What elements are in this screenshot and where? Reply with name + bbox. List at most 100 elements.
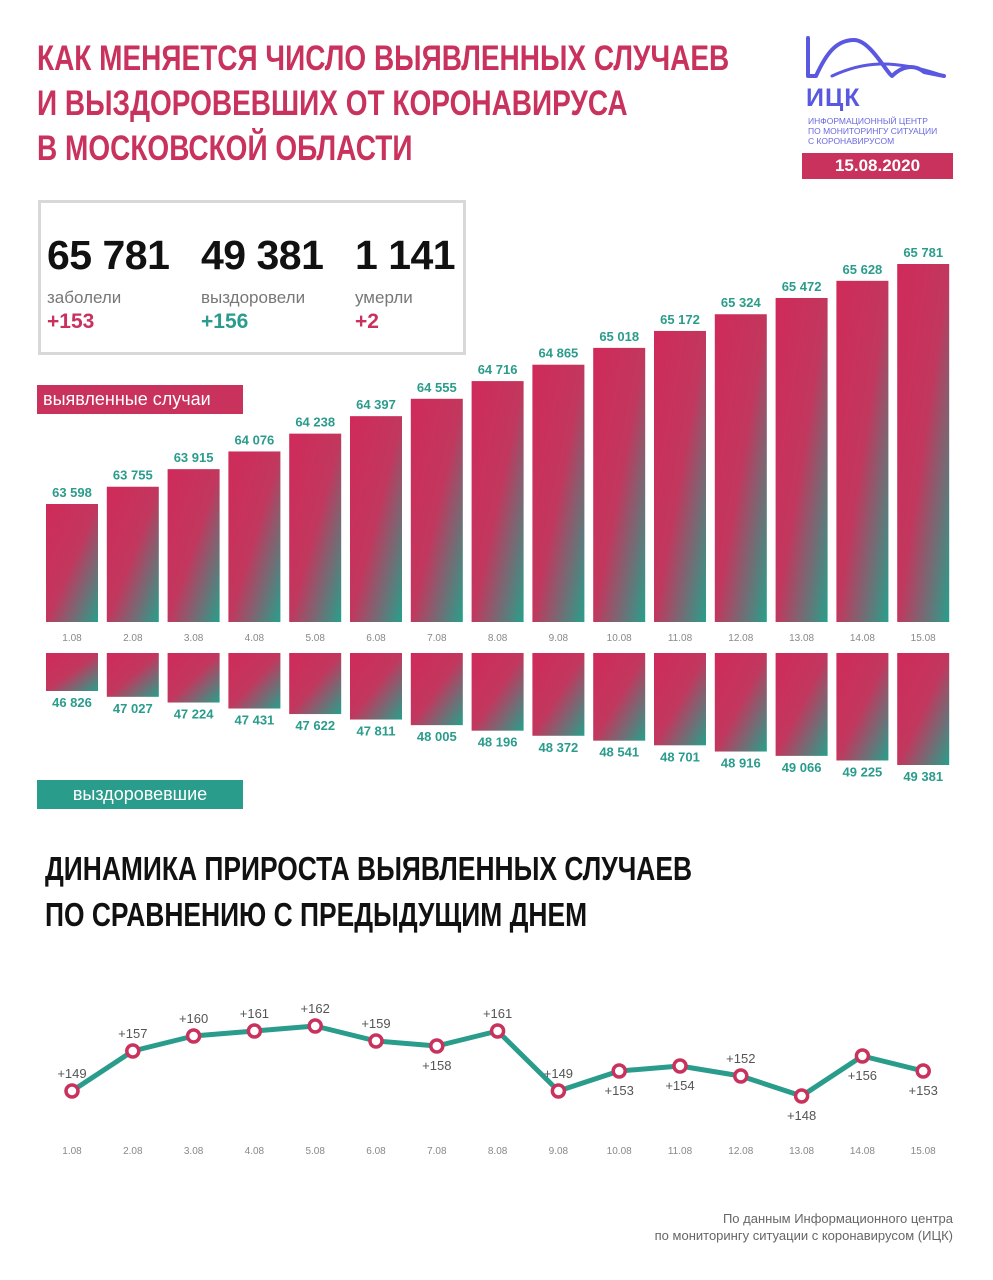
recovered-bar	[775, 653, 828, 756]
source-line: По данным Информационного центра	[722, 1211, 953, 1226]
x-tick-label: 4.08	[245, 633, 265, 644]
x-tick-label: 14.08	[850, 633, 875, 644]
subtitle-line-1: ДИНАМИКА ПРИРОСТА ВЫЯВЛЕННЫХ СЛУЧАЕВ	[45, 850, 693, 887]
x-tick-label: 8.08	[488, 1146, 508, 1157]
cases-bar-label: 64 555	[417, 380, 457, 395]
growth-point	[185, 1028, 202, 1044]
stat-label: умерли	[355, 288, 413, 307]
x-tick-label: 3.08	[184, 633, 204, 644]
growth-point-label: +160	[179, 1011, 208, 1026]
growth-point	[672, 1058, 688, 1074]
recovered-bar	[228, 653, 281, 709]
source-line: по мониторингу ситуации с коронавирусом …	[654, 1228, 953, 1243]
cases-bar	[167, 469, 220, 622]
x-tick-label: 14.08	[850, 1146, 875, 1157]
page-title: КАК МЕНЯЕТСЯ ЧИСЛО ВЫЯВЛЕННЫХ СЛУЧАЕВ И …	[37, 36, 729, 171]
cases-bar	[410, 398, 463, 622]
cases-bar	[836, 280, 889, 622]
growth-point	[489, 1023, 506, 1039]
recovered-bar-label: 49 225	[843, 764, 883, 779]
logo-subtitle: ИНФОРМАЦИОННЫЙ ЦЕНТР ПО МОНИТОРИНГУ СИТУ…	[808, 116, 958, 146]
growth-point-label: +158	[422, 1058, 451, 1073]
stat-delta: +2	[355, 310, 379, 333]
cases-bar	[714, 314, 767, 622]
cases-bar-label: 63 598	[52, 485, 92, 500]
x-tick-label: 12.08	[728, 1146, 753, 1157]
growth-point	[429, 1038, 445, 1054]
cases-bar-label: 65 172	[660, 312, 700, 327]
growth-point	[854, 1048, 871, 1064]
recovered-bar-label: 47 224	[174, 707, 215, 722]
cases-bar-label: 65 472	[782, 279, 822, 294]
recovered-bar	[836, 653, 889, 761]
growth-point-label: +157	[118, 1026, 147, 1041]
x-tick-label: 6.08	[366, 633, 386, 644]
x-tick-label: 13.08	[789, 633, 814, 644]
cases-bar	[654, 330, 706, 622]
x-tick-label: 5.08	[305, 1146, 325, 1157]
growth-point-label: +153	[909, 1083, 938, 1098]
logo-subtitle-line: ПО МОНИТОРИНГУ СИТУАЦИИ	[808, 126, 938, 136]
cases-bar-label: 65 628	[843, 262, 883, 277]
x-tick-label: 10.08	[607, 1146, 632, 1157]
recovered-bar	[532, 653, 585, 736]
recovered-bar-label: 49 066	[782, 760, 822, 775]
stats-summary: 65 781 заболели +153 49 381 выздоровели …	[38, 200, 466, 355]
recovered-bar	[897, 653, 950, 765]
cases-bar-label: 64 076	[235, 432, 275, 447]
recovered-bar	[106, 653, 159, 697]
title-line-3: В МОСКОВСКОЙ ОБЛАСТИ	[37, 129, 413, 168]
recovered-bar	[350, 653, 402, 720]
stat-label: заболели	[47, 288, 122, 307]
cases-bar-label: 64 238	[295, 415, 335, 430]
recovered-bar	[593, 653, 646, 741]
stat-value: 49 381	[201, 232, 324, 278]
cases-bar-label: 65 018	[599, 329, 639, 344]
growth-point-label: +149	[57, 1066, 86, 1081]
x-tick-label: 15.08	[911, 1146, 936, 1157]
cases-bar-label: 64 865	[539, 346, 579, 361]
cases-bar-label: 64 397	[356, 397, 396, 412]
recovered-bar	[289, 653, 342, 715]
recovered-bar-label: 48 916	[721, 756, 761, 771]
recovered-bar-label: 48 005	[417, 729, 457, 744]
cases-bar	[532, 364, 585, 622]
source-note: По данным Информационного центра по мони…	[655, 1210, 953, 1244]
growth-point	[307, 1018, 323, 1034]
cases-bar	[897, 264, 950, 622]
cases-bar	[289, 433, 342, 622]
recovered-bar	[654, 653, 706, 746]
growth-point-label: +161	[483, 1006, 512, 1021]
cases-bar-label: 65 324	[721, 295, 762, 310]
growth-point-label: +161	[240, 1006, 269, 1021]
recovered-bar-label: 48 701	[660, 749, 700, 764]
logo-wave-icon	[806, 36, 946, 78]
recovered-bar-label: 48 372	[539, 740, 579, 755]
growth-point-label: +156	[848, 1068, 877, 1083]
cases-bar	[350, 416, 402, 622]
cases-recovered-bar-chart: 63 598 1.08 46 826 63 755 2.08 47 027 63 915 3.…	[46, 245, 950, 784]
cases-bar-label: 63 915	[174, 450, 214, 465]
cases-bar	[228, 451, 281, 622]
subtitle-line-2: ПО СРАВНЕНИЮ С ПРЕДЫДУЩИМ ДНЕМ	[45, 896, 588, 933]
logo-abbr: ИЦК	[806, 84, 861, 112]
growth-point	[125, 1043, 141, 1059]
growth-point	[733, 1068, 749, 1084]
recovered-bar-label: 47 431	[235, 713, 275, 728]
x-tick-label: 7.08	[427, 633, 447, 644]
cases-bar-label: 63 755	[113, 468, 153, 483]
growth-point	[550, 1083, 567, 1099]
stat-value: 1 141	[355, 232, 456, 278]
x-tick-label: 3.08	[184, 1146, 204, 1157]
growth-point-label: +149	[544, 1066, 573, 1081]
growth-point	[64, 1083, 80, 1099]
growth-line	[69, 1023, 926, 1099]
legend-cases: выявленные случаи	[37, 385, 243, 414]
itsk-logo: ИЦК ИНФОРМАЦИОННЫЙ ЦЕНТР ПО МОНИТОРИНГУ …	[802, 36, 954, 146]
recovered-bar	[46, 653, 98, 691]
x-tick-label: 11.08	[668, 633, 693, 644]
cases-bar-label: 64 716	[478, 362, 518, 377]
growth-point	[915, 1063, 931, 1079]
cases-bar	[775, 297, 828, 622]
growth-point	[793, 1088, 810, 1104]
